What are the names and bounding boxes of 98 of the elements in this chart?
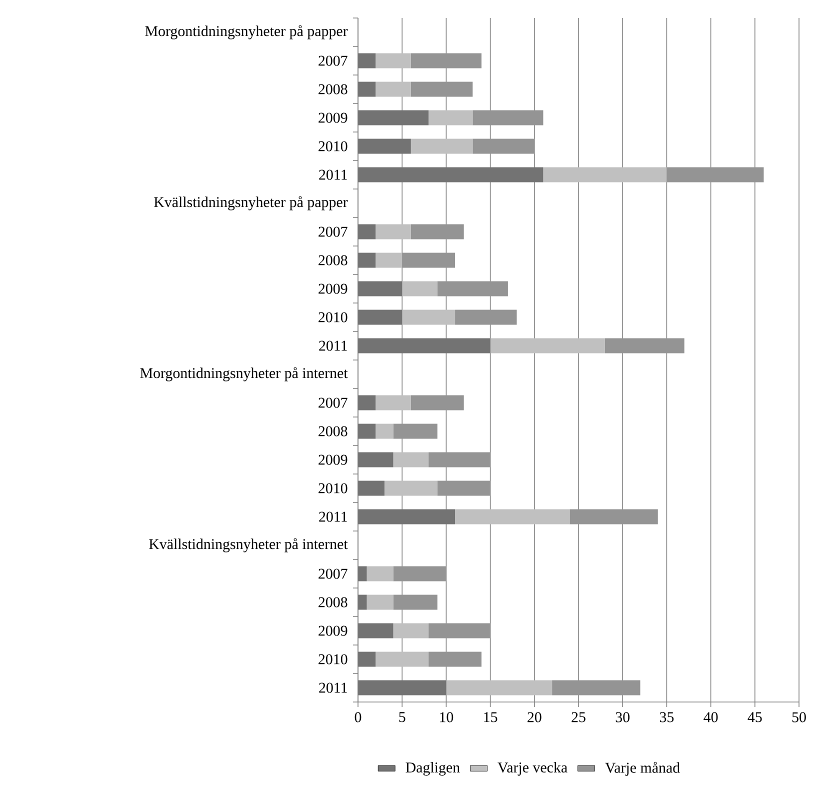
x-tick-label: 0 bbox=[354, 712, 362, 722]
y-tick-label: 2007 bbox=[318, 568, 348, 579]
y-tick-label: 2009 bbox=[318, 112, 348, 123]
x-tick-label: 50 bbox=[792, 712, 806, 722]
bar bbox=[358, 395, 376, 410]
y-tick-label: 2010 bbox=[318, 483, 348, 494]
bar bbox=[455, 509, 570, 524]
y-tick-label: 2011 bbox=[319, 512, 347, 522]
y-tick-label: 2011 bbox=[319, 170, 347, 180]
y-tick-label: 2008 bbox=[318, 597, 348, 608]
bar bbox=[472, 138, 534, 154]
bar bbox=[358, 82, 376, 97]
y-tick-label: 2009 bbox=[318, 284, 348, 294]
bar bbox=[358, 452, 394, 468]
bar bbox=[393, 623, 429, 638]
x-tick-label: 45 bbox=[748, 712, 762, 722]
bar bbox=[393, 566, 446, 582]
bar bbox=[358, 623, 394, 638]
y-tick-label: Morgontidningsnyheter på internet bbox=[140, 367, 348, 382]
bar bbox=[410, 53, 482, 68]
bar bbox=[358, 310, 402, 325]
bar bbox=[410, 138, 473, 154]
x-tick-label: 35 bbox=[660, 712, 674, 722]
bar bbox=[366, 594, 394, 610]
y-tick-label: 2007 bbox=[318, 56, 348, 66]
bar bbox=[358, 566, 367, 582]
y-tick-label: 2009 bbox=[318, 454, 348, 465]
bar bbox=[428, 652, 482, 667]
bar bbox=[376, 424, 394, 439]
bar bbox=[393, 452, 429, 468]
bar bbox=[376, 224, 411, 240]
y-tick-label: 2008 bbox=[318, 255, 348, 266]
bar bbox=[358, 338, 490, 354]
y-tick-label: 2011 bbox=[319, 340, 347, 351]
bar bbox=[358, 424, 376, 439]
x-tick-label: 20 bbox=[528, 712, 542, 722]
legend-label: Dagligen bbox=[406, 762, 460, 776]
bar bbox=[384, 480, 438, 496]
bar bbox=[358, 110, 429, 126]
bar bbox=[358, 224, 376, 240]
bar bbox=[376, 252, 402, 268]
bar bbox=[402, 281, 438, 296]
y-tick-label: 2011 bbox=[319, 682, 347, 693]
bar bbox=[376, 82, 411, 97]
bar bbox=[393, 594, 438, 610]
x-tick-label: 40 bbox=[704, 712, 718, 722]
y-tick-label: 2008 bbox=[318, 426, 348, 436]
x-tick-label: 5 bbox=[399, 712, 406, 722]
bar bbox=[393, 424, 438, 439]
bar bbox=[437, 281, 508, 296]
x-tick-label: 30 bbox=[616, 712, 630, 722]
bar bbox=[570, 509, 658, 524]
bar bbox=[543, 167, 667, 182]
y-tick-label: 2009 bbox=[318, 626, 348, 636]
y-tick-label: Kvällstidningsnyheter på papper bbox=[154, 196, 348, 210]
bar bbox=[358, 167, 544, 182]
bar bbox=[472, 110, 544, 126]
y-tick-label: Kvällstidningsnyheter på internet bbox=[149, 538, 348, 552]
bar bbox=[358, 652, 376, 667]
bar bbox=[490, 338, 605, 354]
bar bbox=[410, 224, 464, 240]
bar bbox=[376, 53, 411, 68]
bar bbox=[428, 110, 473, 126]
bar bbox=[358, 252, 376, 268]
bar bbox=[376, 395, 411, 410]
bar bbox=[402, 310, 456, 325]
bar bbox=[358, 480, 384, 496]
bar bbox=[604, 338, 684, 354]
y-tick-label: 2010 bbox=[318, 654, 348, 664]
bar bbox=[366, 566, 394, 582]
bar bbox=[358, 680, 446, 696]
y-tick-label: 2010 bbox=[318, 312, 348, 322]
bar bbox=[358, 509, 456, 524]
bar bbox=[376, 652, 429, 667]
legend-label: Varje månad bbox=[605, 762, 680, 776]
bar bbox=[666, 167, 764, 182]
bar bbox=[358, 281, 402, 296]
bar bbox=[410, 395, 464, 410]
bar bbox=[358, 53, 376, 68]
x-tick-label: 10 bbox=[440, 712, 454, 722]
bar bbox=[410, 82, 473, 97]
bar bbox=[358, 138, 411, 154]
bar bbox=[358, 594, 367, 610]
bar bbox=[437, 480, 490, 496]
y-tick-label: 2010 bbox=[318, 141, 348, 152]
x-tick-label: 25 bbox=[572, 712, 586, 722]
legend-label: Varje vecka bbox=[498, 762, 568, 776]
x-tick-label: 15 bbox=[484, 712, 498, 722]
y-tick-label: 2008 bbox=[318, 84, 348, 94]
bar bbox=[428, 623, 490, 638]
bar bbox=[446, 680, 552, 696]
bar bbox=[455, 310, 517, 325]
y-tick-label: 2007 bbox=[318, 398, 348, 408]
bar bbox=[402, 252, 456, 268]
bar bbox=[552, 680, 640, 696]
bar bbox=[428, 452, 490, 468]
y-tick-label: 2007 bbox=[318, 226, 348, 237]
y-tick-label: Morgontidningsnyheter på papper bbox=[145, 25, 348, 40]
